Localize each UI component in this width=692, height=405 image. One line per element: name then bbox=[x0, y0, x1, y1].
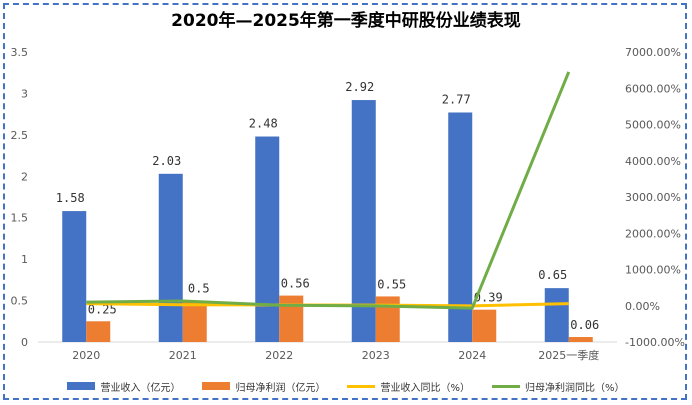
chart-legend: 营业收入（亿元） 归母净利润（亿元） 营业收入同比（%） 归母净利润同比（%） bbox=[0, 378, 692, 394]
legend-swatch bbox=[67, 382, 96, 390]
bar-net-profit bbox=[375, 296, 400, 342]
data-label: 1.58 bbox=[56, 191, 85, 205]
bar-revenue bbox=[448, 112, 473, 342]
data-label: 0.25 bbox=[88, 302, 117, 316]
data-label: 2.77 bbox=[442, 92, 471, 106]
data-label: 2.48 bbox=[249, 117, 278, 131]
legend-label: 营业收入同比（%） bbox=[380, 382, 470, 394]
y-left-tick-label: 2 bbox=[21, 170, 28, 183]
bar-net-profit bbox=[568, 337, 593, 342]
legend-swatch bbox=[202, 382, 231, 390]
x-tick-label: 2025一季度 bbox=[538, 348, 599, 362]
y-right-tick-label: -1000.00% bbox=[625, 336, 685, 349]
y-right-tick-label: 4000.00% bbox=[625, 155, 681, 168]
data-label: 2.03 bbox=[152, 154, 181, 168]
y-left-tick-label: 3.5 bbox=[11, 46, 29, 59]
data-label: 0.56 bbox=[281, 277, 310, 291]
legend-label: 归母净利润同比（%） bbox=[525, 382, 625, 394]
x-tick-label: 2024 bbox=[458, 349, 486, 362]
legend-label: 营业收入（亿元） bbox=[100, 382, 181, 394]
y-left-tick-label: 0.5 bbox=[11, 295, 29, 308]
bar-revenue bbox=[62, 211, 87, 342]
y-right-tick-label: 6000.00% bbox=[625, 82, 681, 95]
bar-net-profit bbox=[472, 309, 497, 342]
legend-label: 归母净利润（亿元） bbox=[235, 382, 326, 394]
bar-revenue bbox=[544, 288, 569, 342]
data-label: 0.39 bbox=[474, 291, 503, 305]
legend-item: 营业收入（亿元） bbox=[67, 379, 180, 394]
bar-revenue bbox=[255, 136, 280, 342]
bar-revenue bbox=[351, 100, 376, 342]
data-label: 0.65 bbox=[538, 268, 567, 282]
y-right-tick-label: 5000.00% bbox=[625, 119, 681, 132]
y-right-tick-label: 7000.00% bbox=[625, 46, 681, 59]
data-label: 0.06 bbox=[570, 318, 599, 332]
x-tick-label: 2020 bbox=[72, 349, 100, 362]
chart-frame bbox=[3, 3, 687, 400]
legend-item: 归母净利润（亿元） bbox=[202, 379, 325, 394]
legend-item: 营业收入同比（%） bbox=[347, 379, 470, 394]
bar-revenue bbox=[158, 173, 183, 342]
data-label: 2.92 bbox=[345, 80, 374, 94]
data-label: 0.5 bbox=[188, 282, 210, 296]
line-net-profit-yoy bbox=[86, 71, 571, 310]
legend-swatch bbox=[347, 384, 376, 388]
chart-title: 2020年—2025年第一季度中研股份业绩表现 bbox=[171, 11, 521, 31]
y-right-tick-label: 3000.00% bbox=[625, 191, 681, 204]
legend-swatch bbox=[492, 384, 520, 388]
data-label: 0.55 bbox=[377, 277, 406, 291]
bar-net-profit bbox=[182, 300, 207, 342]
y-right-tick-label: 2000.00% bbox=[625, 227, 681, 240]
y-right-tick-label: 0.00% bbox=[625, 300, 660, 313]
y-right-tick-label: 1000.00% bbox=[625, 264, 681, 277]
y-left-tick-label: 3 bbox=[21, 87, 28, 100]
x-tick-label: 2023 bbox=[362, 349, 390, 362]
x-tick-label: 2022 bbox=[265, 349, 293, 362]
legend-item: 归母净利润同比（%） bbox=[492, 379, 625, 394]
bar-net-profit bbox=[86, 321, 111, 342]
y-left-tick-label: 2.5 bbox=[11, 129, 29, 142]
y-left-tick-label: 0 bbox=[21, 336, 28, 349]
y-left-tick-label: 1 bbox=[21, 253, 28, 266]
x-tick-label: 2021 bbox=[169, 349, 197, 362]
y-left-tick-label: 1.5 bbox=[11, 212, 29, 225]
bar-net-profit bbox=[279, 295, 304, 342]
